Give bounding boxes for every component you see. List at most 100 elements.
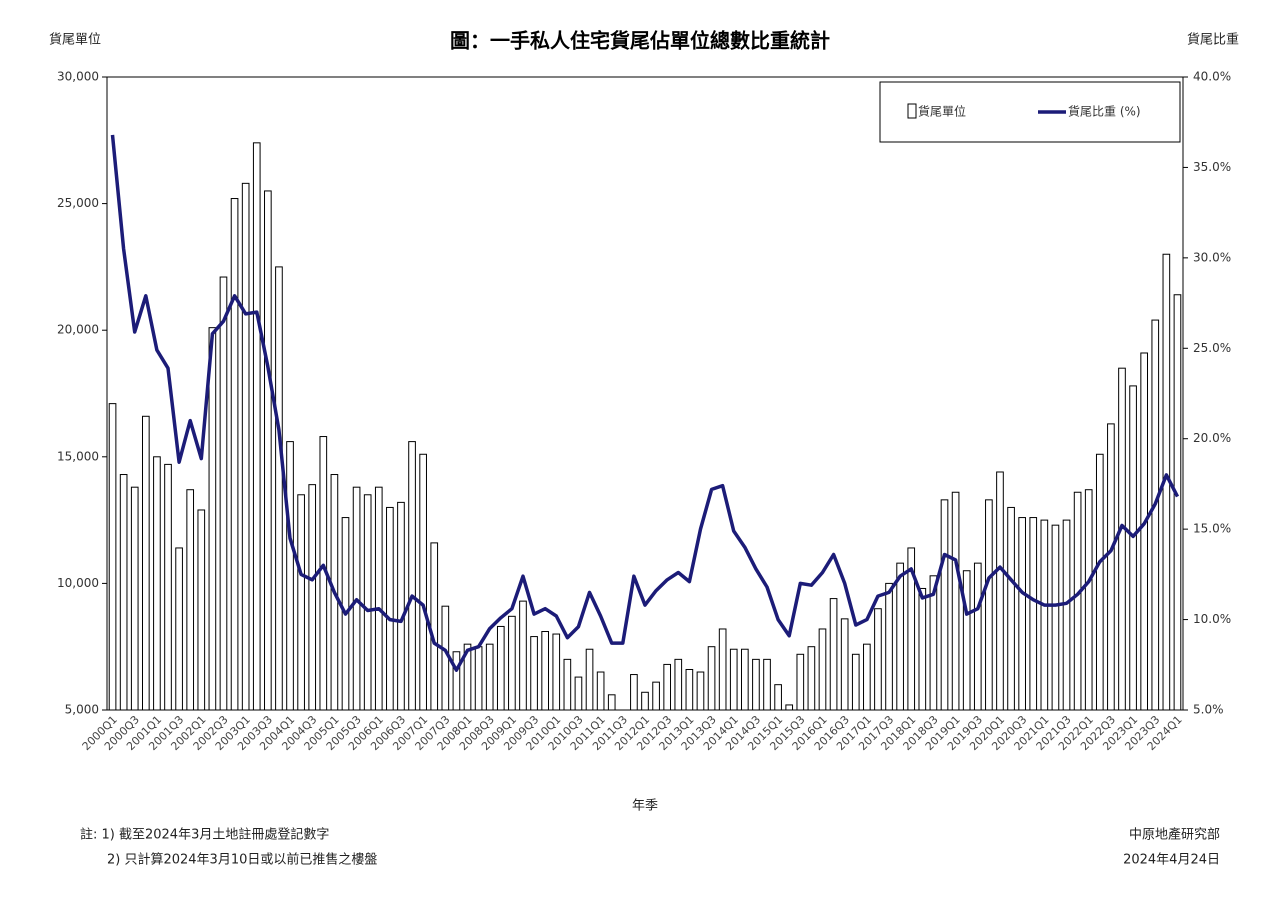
bar [108,403,117,711]
bar [696,671,705,711]
bar [230,198,239,711]
bar [219,276,228,711]
bar [918,587,927,711]
bar [785,704,794,711]
line [110,134,1180,672]
bar [774,684,782,711]
bar [1107,423,1115,711]
bar [141,415,150,711]
bar [508,615,516,711]
bar [607,694,616,711]
bar [419,453,427,711]
bar [973,562,982,711]
bar [208,327,217,711]
bar [1095,453,1104,711]
bar [363,494,372,711]
y2-tick-label: 25.0% [1193,341,1231,355]
bar [840,618,849,711]
bar [996,471,1004,711]
y-tick-label: 30,000 [57,70,99,84]
bar [1118,367,1126,711]
y2-axis-title: 貨尾比重 [1187,32,1239,48]
bar [1173,294,1182,711]
bar [164,463,172,711]
y2-tick-label: 20.0% [1193,431,1231,445]
bar [1140,352,1149,711]
bar [397,501,405,711]
bar [252,142,261,711]
bar [552,633,561,711]
bar [641,691,649,711]
legend-label: 貨尾比重 (%) [1068,104,1141,119]
bar [863,643,871,711]
bar [829,598,838,711]
bar [741,648,749,711]
bar [541,631,549,711]
bar [452,651,461,711]
bar [940,499,949,711]
x-axis-title: 年季 [632,799,658,814]
bar [386,506,394,711]
y-tick-label: 15,000 [57,449,99,463]
bar [652,681,660,711]
bar [463,643,472,711]
y-tick-label: 25,000 [57,196,99,210]
bar [763,658,771,711]
bar [430,542,439,711]
bar [1084,489,1093,711]
bar [729,648,738,711]
bar [951,491,960,711]
chart-title: 圖：一手私人住宅貨尾佔單位總數比重統計 [450,29,830,53]
bar [496,625,505,711]
bar [1018,517,1026,711]
bar [1062,519,1071,711]
legend-label: 貨尾單位 [918,104,966,119]
bar [585,648,594,711]
bar [685,668,694,711]
bar [286,441,294,711]
bar [1129,385,1137,711]
y2-tick-label: 40.0% [1193,70,1231,84]
bar [929,575,938,711]
bar [1151,319,1160,711]
bar [264,190,272,711]
bar [907,547,916,711]
bar [1051,524,1060,711]
bar [308,484,317,711]
bar [896,562,904,711]
bar [297,494,305,711]
bar [1040,519,1049,711]
bar [519,600,527,711]
y-tick-label: 10,000 [57,576,99,590]
bar [153,456,161,711]
bar [1029,517,1038,711]
y-tick-label: 5,000 [65,703,99,717]
bar [474,646,483,711]
bar [374,486,383,711]
y-tick-label: 20,000 [57,323,99,337]
bar [130,486,139,711]
note: 2) 只計算2024年3月10日或以前已推售之樓盤 [107,852,377,868]
bar [807,646,816,711]
note: 註: 1) 截至2024年3月土地註冊處登記數字 [80,827,329,843]
bar [718,628,727,711]
y2-tick-label: 10.0% [1193,612,1231,626]
y2-tick-label: 35.0% [1193,160,1231,174]
bar [851,653,860,711]
date: 2024年4月24日 [1123,853,1220,868]
source: 中原地產研究部 [1129,827,1220,843]
bar [752,658,760,711]
y2-tick-label: 30.0% [1193,250,1231,264]
bar [186,489,195,711]
legend-box [879,81,1181,143]
bar [663,663,672,711]
bar [707,646,716,711]
bar [530,636,538,711]
bar [197,509,206,711]
bar [1073,491,1082,711]
bar [408,441,416,711]
bar [574,676,583,711]
y2-tick-label: 15.0% [1193,522,1231,536]
